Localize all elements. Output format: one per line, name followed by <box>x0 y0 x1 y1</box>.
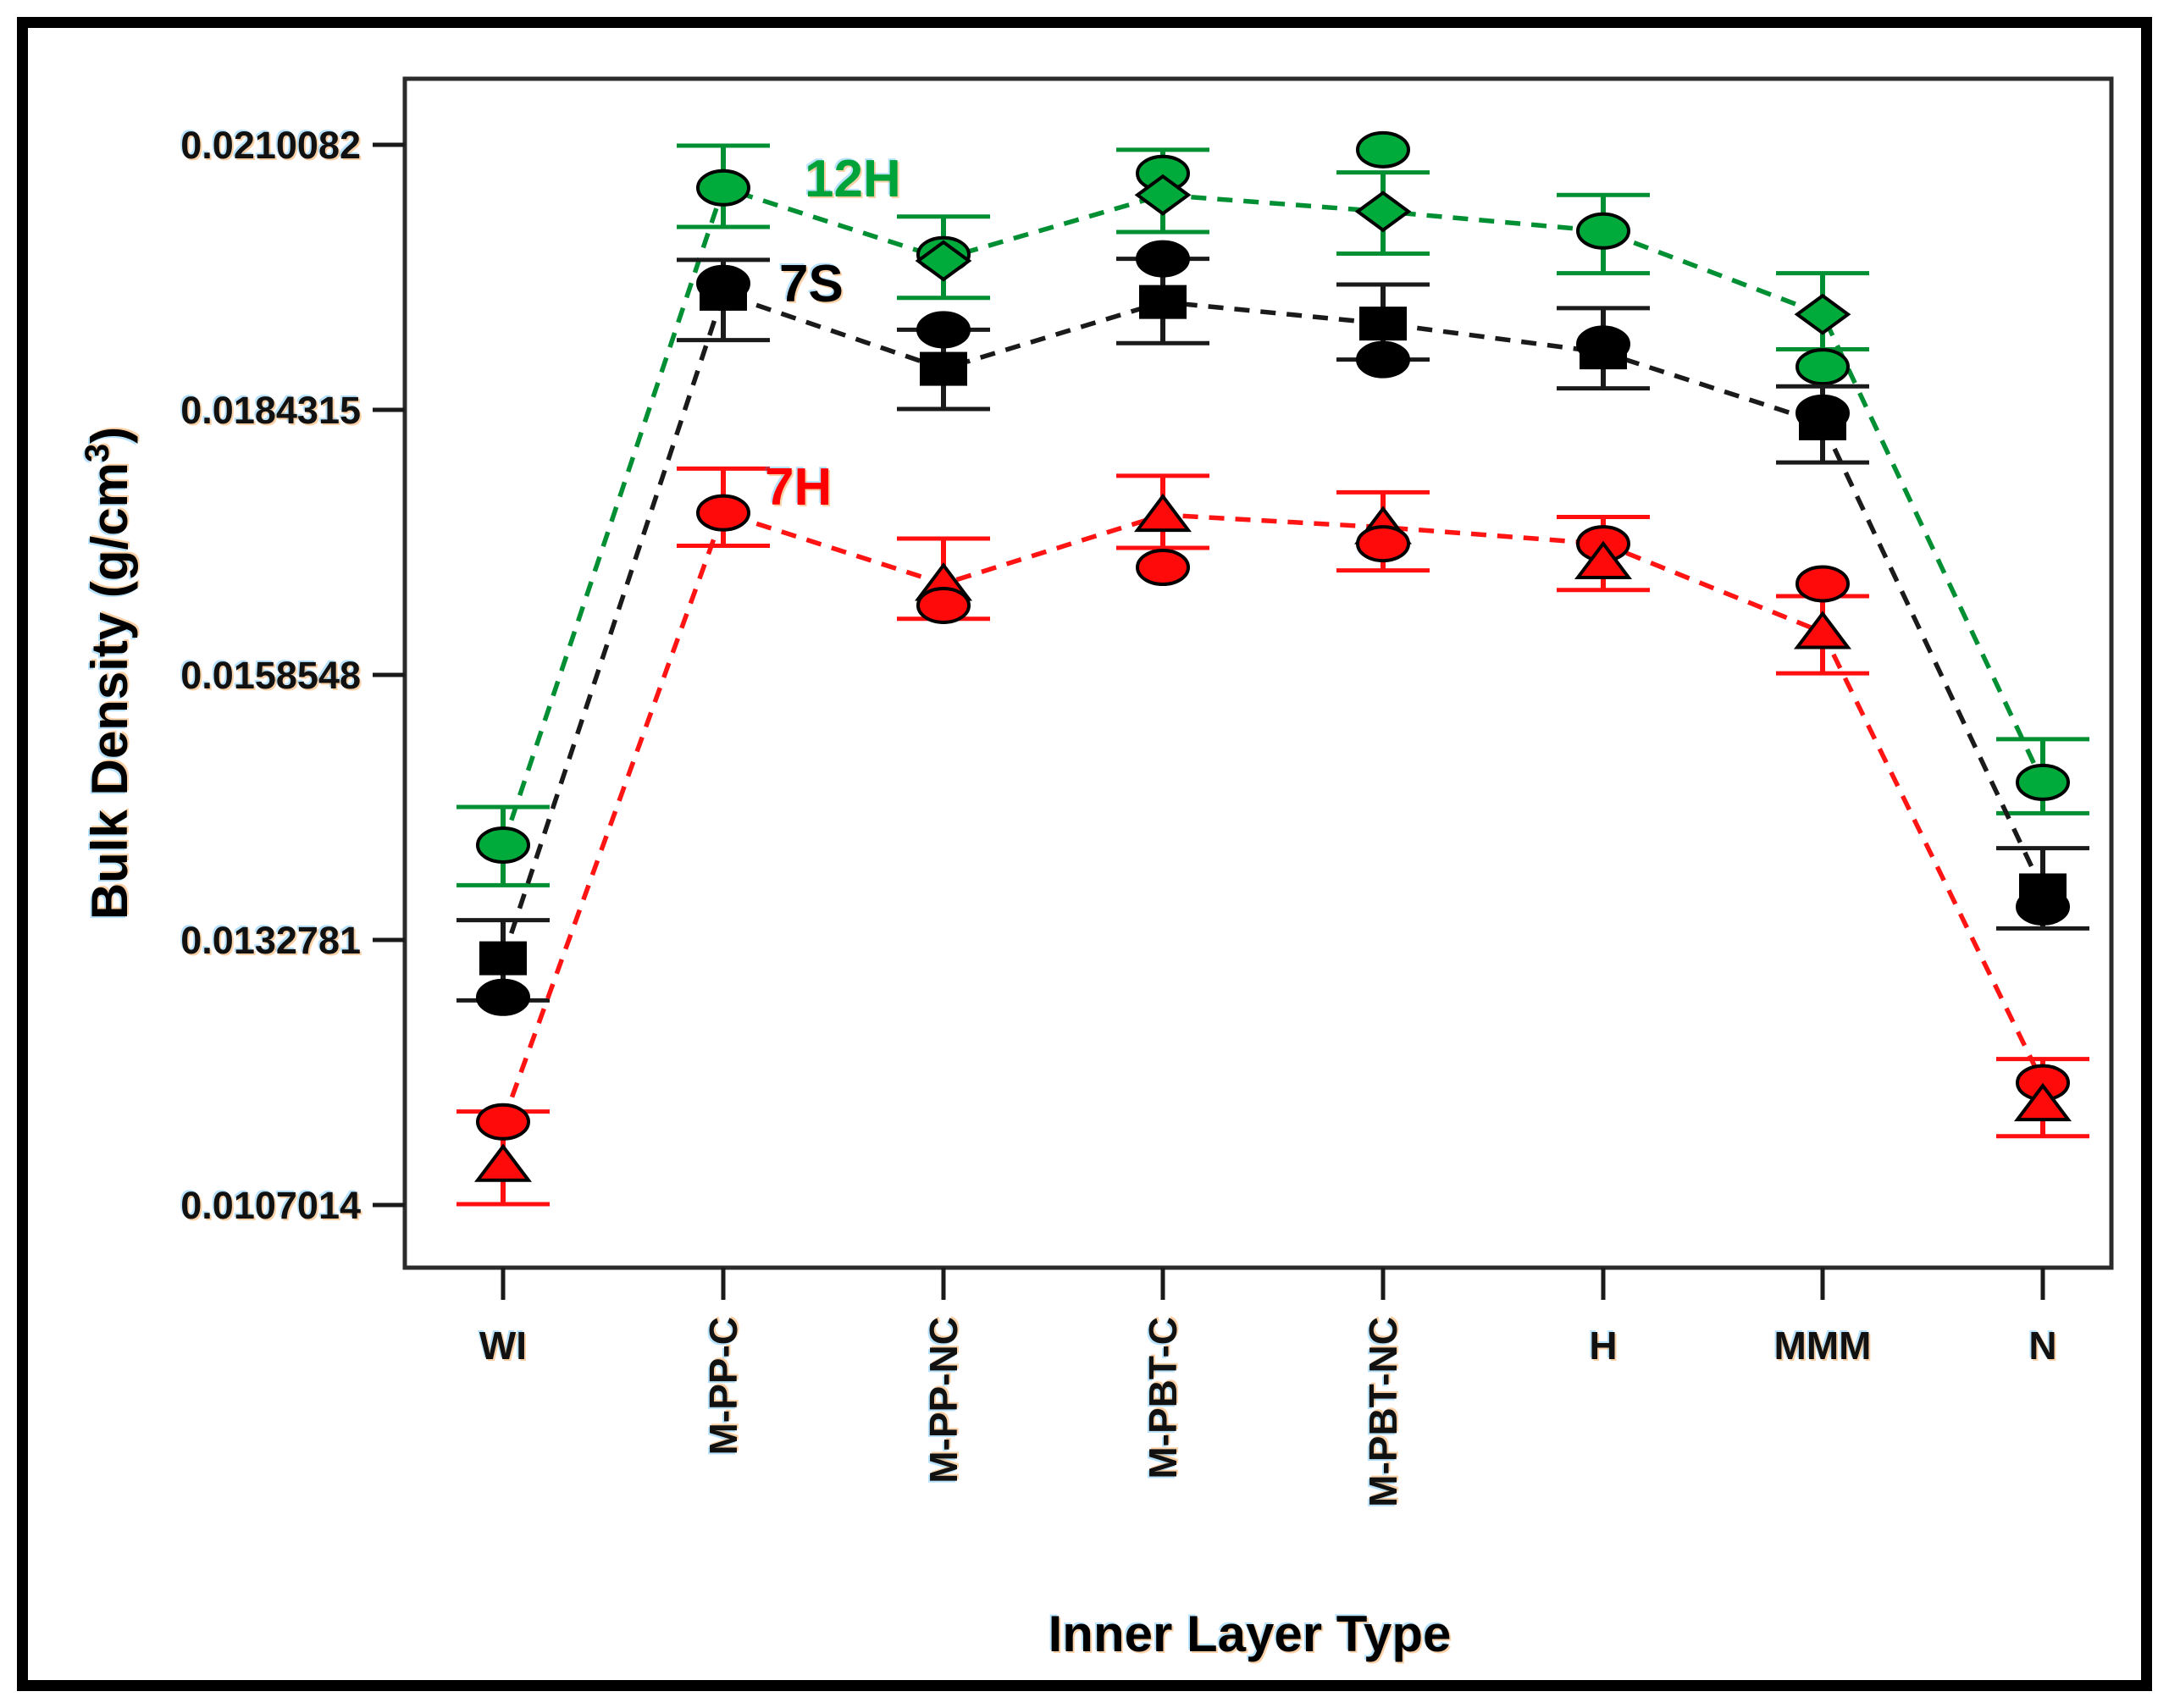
y-tick-label: 0.0158548 <box>180 654 361 697</box>
ellipse-marker <box>476 1103 530 1141</box>
ellipse-marker <box>476 826 530 865</box>
x-category-label: M-PP-NC <box>921 1317 966 1484</box>
y-axis-title: Bulk Density (g/cm3) <box>79 427 138 920</box>
ellipse-marker <box>1576 212 1630 250</box>
x-category-label: M-PBT-C <box>1141 1317 1185 1479</box>
ellipse-marker <box>1136 549 1190 587</box>
ellipse-marker <box>696 494 750 532</box>
series-12h: 12H <box>456 130 2089 887</box>
series-line <box>501 185 2045 846</box>
ellipse-marker <box>2016 887 2070 926</box>
triangle-marker <box>474 1143 532 1182</box>
y-tick-label: 0.0184315 <box>180 389 361 432</box>
ellipse-marker <box>696 169 750 207</box>
square-marker <box>1580 335 1627 370</box>
triangle-marker <box>1134 493 1192 533</box>
series-label-7s: 7S <box>779 255 844 313</box>
square-marker <box>700 276 747 311</box>
y-tick-label: 0.0210082 <box>180 124 361 167</box>
x-axis-title: Inner Layer Type <box>1049 1606 1452 1662</box>
diamond-marker <box>1134 174 1192 216</box>
ellipse-marker <box>2016 763 2070 801</box>
triangle-marker <box>1794 611 1851 649</box>
series-line <box>501 290 2045 959</box>
x-category-label: WI <box>479 1324 527 1368</box>
ellipse-marker <box>916 586 971 624</box>
series-label-7h: 7H <box>765 458 832 517</box>
series-label-12h: 12H <box>805 150 901 208</box>
figure-border <box>17 17 2152 1691</box>
y-tick-label: 0.0107014 <box>180 1184 361 1227</box>
x-category-label: H <box>1589 1324 1617 1368</box>
series-7h: 7H <box>456 458 2089 1207</box>
ellipse-marker <box>476 978 530 1016</box>
x-category-label: MMM <box>1774 1324 1872 1368</box>
triangle-marker <box>2014 1082 2072 1122</box>
diamond-marker <box>1354 191 1412 233</box>
ellipse-marker <box>1796 565 1850 603</box>
square-marker <box>479 941 527 976</box>
ellipse-marker <box>1356 130 1410 169</box>
series-7s: 7S <box>456 240 2089 1016</box>
ellipse-marker <box>1796 348 1850 386</box>
y-tick-label: 0.0132781 <box>180 919 361 962</box>
ellipse-marker <box>1136 240 1190 278</box>
ellipse-marker <box>1356 525 1410 563</box>
diamond-marker <box>1794 293 1851 335</box>
square-marker <box>920 351 967 386</box>
x-category-label: N <box>2028 1324 2056 1368</box>
x-category-label: M-PP-C <box>701 1317 745 1456</box>
triangle-marker <box>1574 540 1632 579</box>
square-marker <box>1799 406 1846 440</box>
diamond-marker <box>915 240 972 282</box>
square-marker <box>1359 307 1407 341</box>
ellipse-marker <box>1356 340 1410 379</box>
ellipse-marker <box>916 311 971 349</box>
series-line <box>501 510 2045 1123</box>
square-marker <box>1139 285 1187 319</box>
x-category-label: M-PBT-NC <box>1361 1317 1405 1507</box>
